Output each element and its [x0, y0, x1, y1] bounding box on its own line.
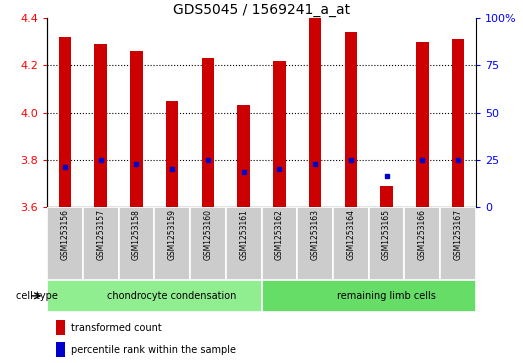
- Bar: [119, 207, 154, 280]
- Bar: [452, 40, 464, 207]
- Bar: [262, 207, 297, 280]
- Text: cell type: cell type: [16, 291, 58, 301]
- Bar: [47, 280, 262, 312]
- Bar: [440, 207, 476, 280]
- Bar: [83, 207, 119, 280]
- Bar: [309, 18, 321, 207]
- Bar: [262, 280, 476, 312]
- Bar: [95, 44, 107, 207]
- Text: GSM1253166: GSM1253166: [418, 209, 427, 260]
- Bar: [55, 342, 65, 357]
- Bar: [202, 58, 214, 207]
- Text: percentile rank within the sample: percentile rank within the sample: [71, 345, 236, 355]
- Bar: [345, 32, 357, 207]
- Bar: [297, 207, 333, 280]
- Bar: [404, 207, 440, 280]
- Bar: [380, 185, 393, 207]
- Bar: [47, 207, 83, 280]
- Bar: [369, 207, 404, 280]
- Text: GSM1253162: GSM1253162: [275, 209, 284, 260]
- Text: GSM1253156: GSM1253156: [61, 209, 70, 260]
- Text: remaining limb cells: remaining limb cells: [337, 291, 436, 301]
- Bar: [166, 101, 178, 207]
- Bar: [333, 207, 369, 280]
- Bar: [154, 207, 190, 280]
- Bar: [226, 207, 262, 280]
- Bar: [237, 105, 250, 207]
- Text: GSM1253161: GSM1253161: [239, 209, 248, 260]
- Bar: [130, 51, 143, 207]
- Text: GSM1253160: GSM1253160: [203, 209, 212, 260]
- Text: GSM1253158: GSM1253158: [132, 209, 141, 260]
- Title: GDS5045 / 1569241_a_at: GDS5045 / 1569241_a_at: [173, 3, 350, 17]
- Text: GSM1253157: GSM1253157: [96, 209, 105, 260]
- Text: chondrocyte condensation: chondrocyte condensation: [107, 291, 237, 301]
- Bar: [190, 207, 226, 280]
- Text: GSM1253165: GSM1253165: [382, 209, 391, 260]
- Text: GSM1253163: GSM1253163: [311, 209, 320, 260]
- Bar: [59, 37, 71, 207]
- Text: GSM1253164: GSM1253164: [346, 209, 355, 260]
- Text: transformed count: transformed count: [71, 323, 162, 333]
- Bar: [55, 320, 65, 335]
- Bar: [416, 42, 428, 207]
- Bar: [273, 61, 286, 207]
- Text: GSM1253159: GSM1253159: [168, 209, 177, 260]
- Text: GSM1253167: GSM1253167: [453, 209, 462, 260]
